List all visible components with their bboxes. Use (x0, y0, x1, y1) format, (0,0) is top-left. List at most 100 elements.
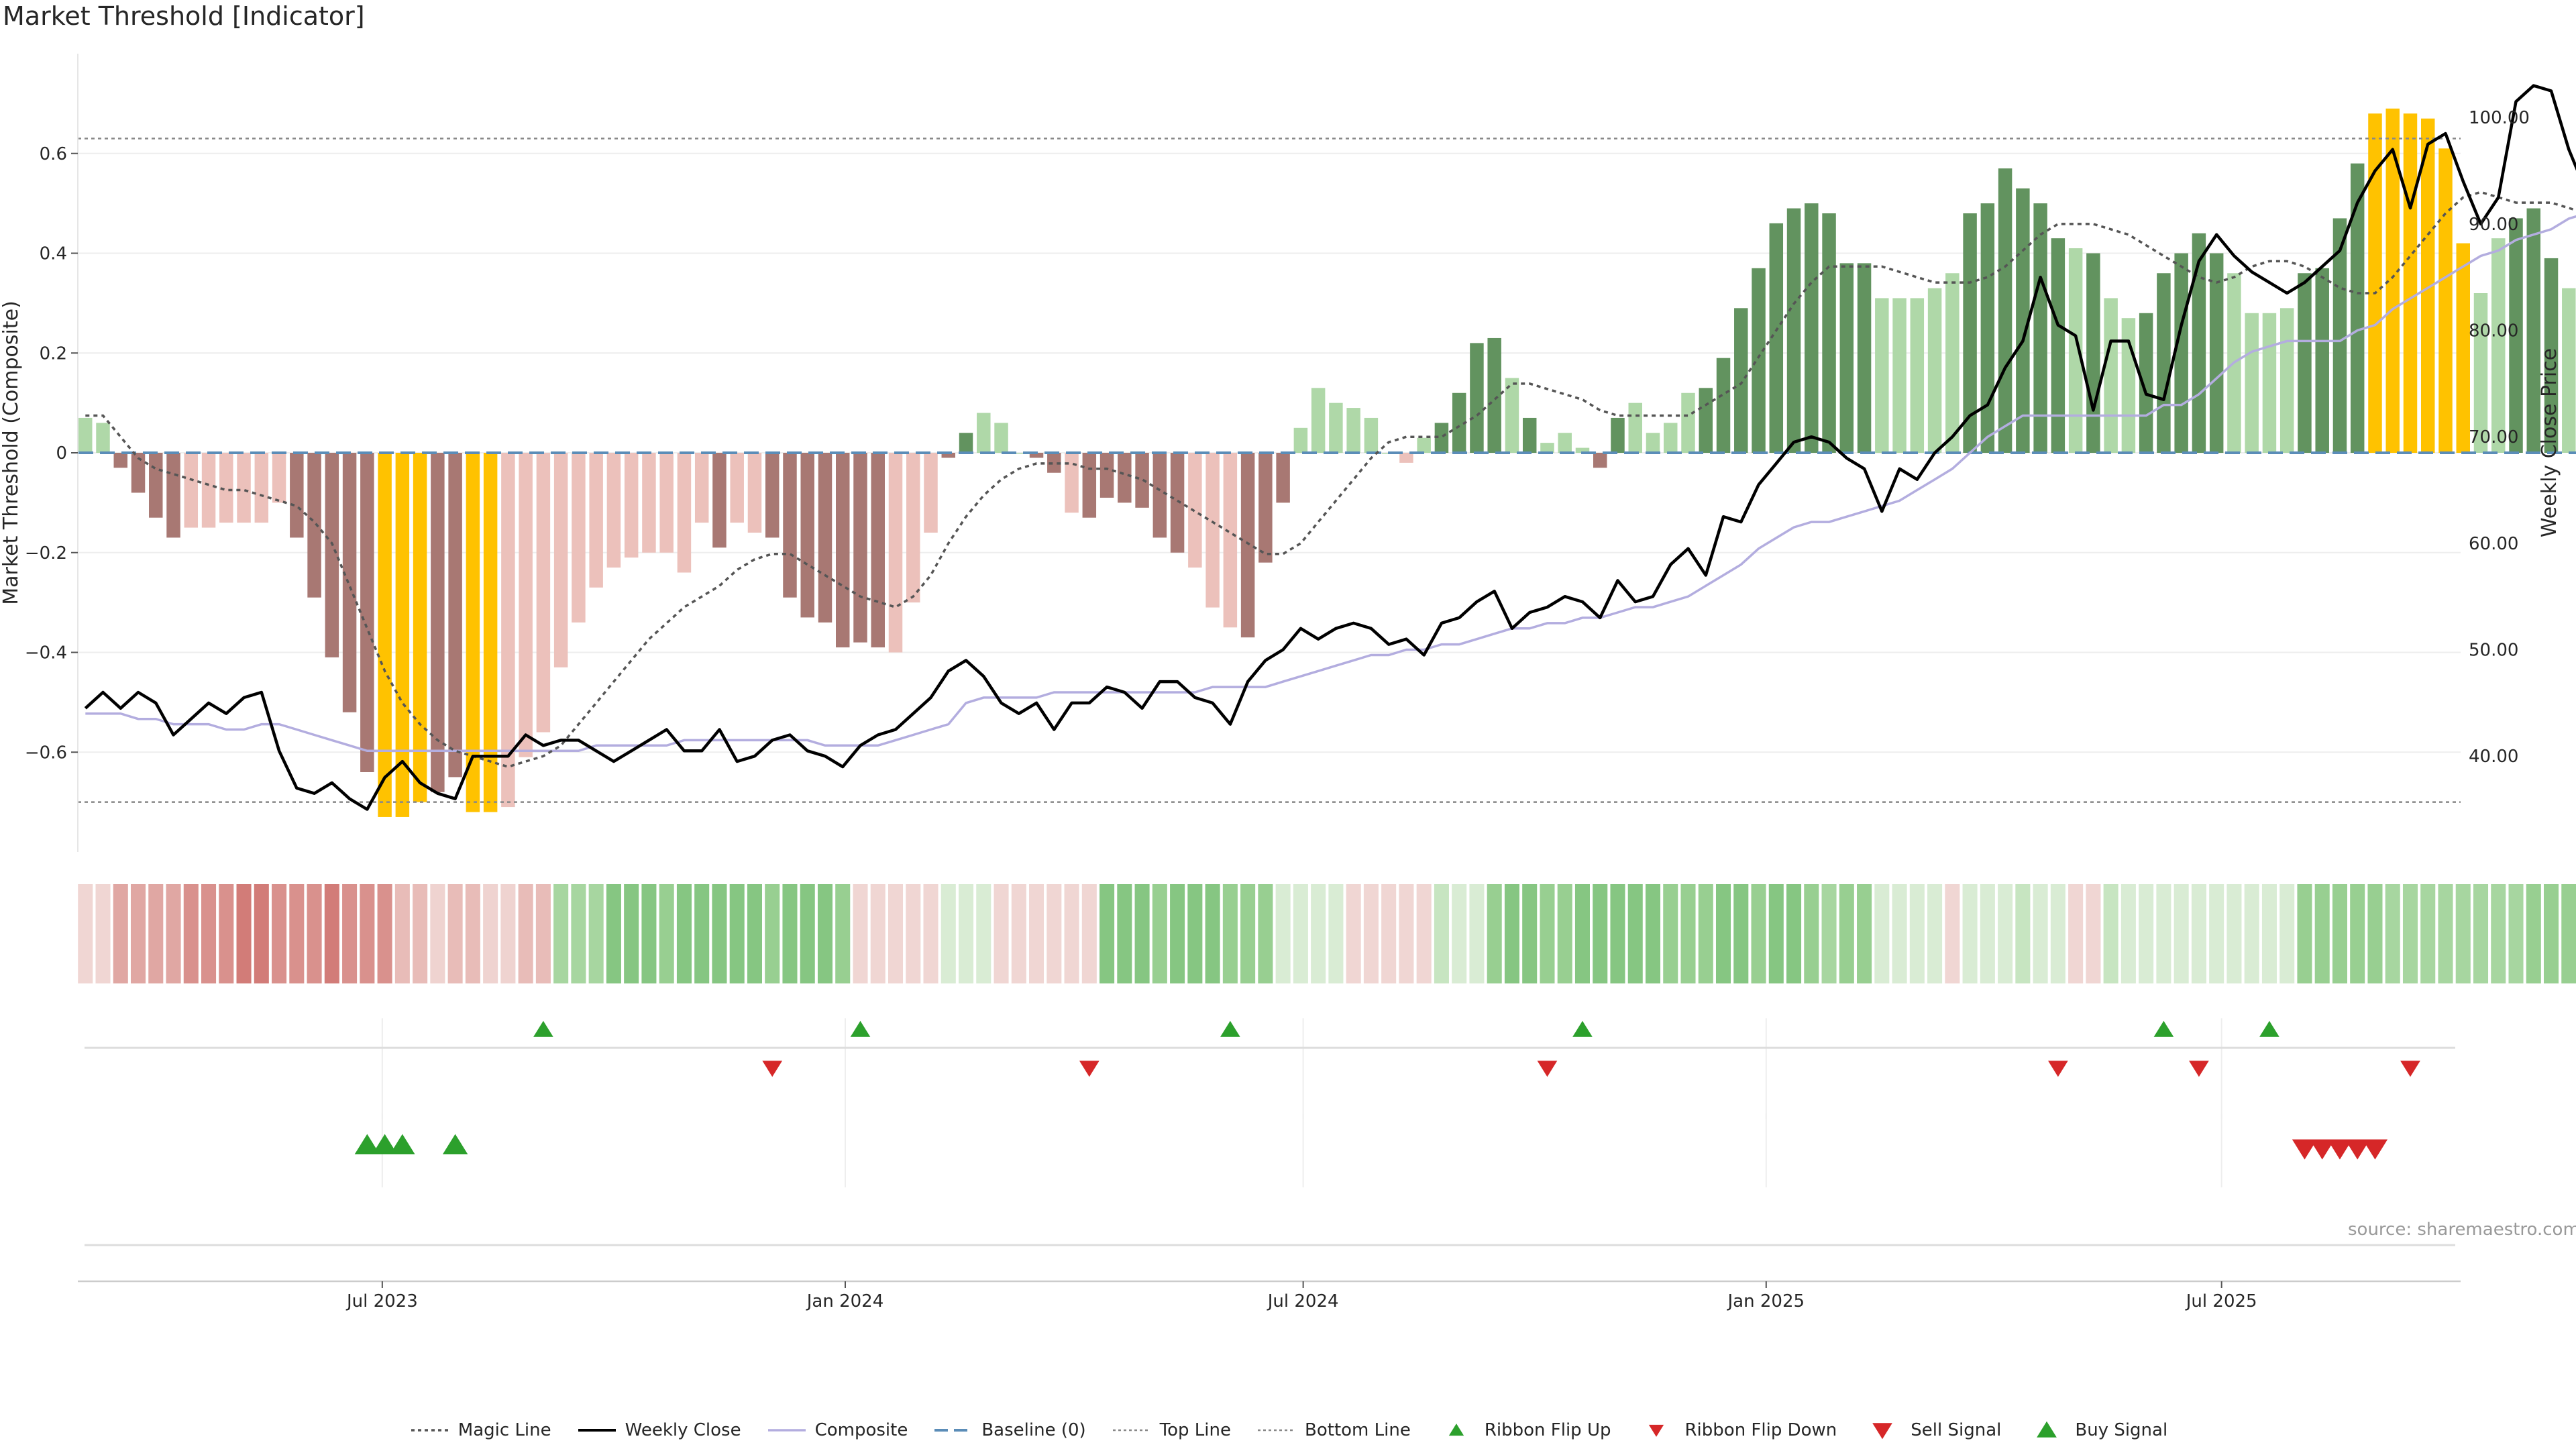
ribbon-cell (659, 884, 674, 983)
ribbon-cell (1487, 884, 1502, 983)
ribbon-cell (959, 884, 974, 983)
ribbon-cell (853, 884, 868, 983)
composite-bar (395, 453, 410, 817)
y-right-tick-label: 40.00 (2469, 747, 2518, 767)
composite-line (85, 215, 2576, 753)
ribbon-cell (1645, 884, 1661, 983)
composite-bar (783, 453, 797, 598)
composite-bar (149, 453, 163, 518)
composite-bar (1118, 453, 1132, 503)
signal-panel (85, 1114, 2455, 1246)
composite-bar (1628, 402, 1642, 453)
legend-symbol (1258, 1429, 1295, 1432)
ribbon-cell (2174, 884, 2189, 983)
ribbon-cell (1574, 884, 1591, 983)
ribbon-cell (1363, 884, 1379, 983)
ribbon-cell (694, 884, 710, 983)
composite-bar (2298, 273, 2312, 453)
legend-marker (1649, 1424, 1664, 1437)
ribbon-cell (1346, 884, 1361, 983)
composite-bar (1875, 298, 1889, 453)
ribbon-cell (219, 884, 234, 983)
ribbon-cell (2191, 884, 2206, 983)
composite-bar (977, 413, 991, 453)
composite-bar (1029, 453, 1044, 458)
ribbon-cell (588, 884, 604, 983)
composite-bar (1329, 402, 1343, 453)
composite-bar (1205, 453, 1220, 608)
ribbon-cell (765, 884, 780, 983)
buy-signal-marker (443, 1134, 468, 1155)
legend-label: Baseline (0) (981, 1420, 1086, 1440)
composite-bar (2279, 308, 2294, 453)
ribbon-flip-down-marker (1537, 1061, 1558, 1077)
ribbon-cell (729, 884, 745, 983)
legend-label: Weekly Close (625, 1420, 741, 1440)
ribbon-cell (782, 884, 798, 983)
ribbon-flip-up-marker (850, 1020, 871, 1037)
ribbon-cell (2015, 884, 2031, 983)
legend-symbol (1872, 1423, 1893, 1440)
y-left-tick-label: 0.6 (40, 144, 67, 164)
y-right-tick-label: 100.00 (2469, 108, 2530, 128)
ribbon-cell (1452, 884, 1467, 983)
ribbon-cell (676, 884, 692, 983)
ribbon-cell (1874, 884, 1890, 983)
legend-label: Ribbon Flip Up (1484, 1420, 1611, 1440)
composite-bar (606, 453, 621, 568)
composite-bar (1240, 453, 1255, 638)
ribbon-cell (236, 884, 252, 983)
ribbon-flip-down-marker (762, 1061, 783, 1077)
x-tick-label: Jul 2024 (1267, 1291, 1339, 1311)
ribbon-cell (2385, 884, 2400, 983)
composite-bar (941, 453, 956, 458)
legend-symbol (1649, 1424, 1664, 1437)
composite-bar (836, 453, 850, 648)
composite-bar (572, 453, 586, 623)
ribbon-cell (1522, 884, 1538, 983)
composite-bar (888, 453, 903, 653)
ribbon-cell (307, 884, 322, 983)
ribbon-cell (906, 884, 921, 983)
ribbon-cell (1680, 884, 1696, 983)
sell-signal-marker (2345, 1139, 2370, 1160)
ribbon-cell (95, 884, 111, 983)
ribbon-cell (1293, 884, 1308, 983)
composite-bar (1927, 288, 1942, 453)
ribbon-cell (1399, 884, 1414, 983)
composite-bar (2562, 288, 2576, 453)
sell-signal-marker (2292, 1139, 2318, 1160)
composite-bar (906, 453, 920, 603)
ribbon-cell (1416, 884, 1432, 983)
composite-bar (800, 453, 814, 618)
composite-bar (113, 453, 128, 468)
composite-bar (1786, 208, 1801, 453)
legend-item: Bottom Line (1255, 1420, 1411, 1440)
ribbon-cell (994, 884, 1009, 983)
ribbon-cell (342, 884, 358, 983)
y-right-axis-label: Weekly Close Price (2538, 348, 2561, 537)
ribbon-cell (2261, 884, 2277, 983)
composite-bar (589, 453, 603, 588)
ribbon-cell (1593, 884, 1608, 983)
composite-bar (1892, 298, 1907, 453)
ribbon-cell (2156, 884, 2171, 983)
y-left-tick-label: 0 (56, 443, 67, 464)
composite-bar (712, 453, 727, 548)
composite-bar (2104, 298, 2118, 453)
legend-symbol (1448, 1424, 1464, 1436)
ribbon-cell (2491, 884, 2506, 983)
y-right-tick-label: 80.00 (2469, 321, 2518, 341)
composite-bar (2315, 268, 2329, 453)
ribbon-strip (78, 884, 2576, 983)
ribbon-flip-up-marker (1572, 1020, 1593, 1037)
y-right-tick-label: 70.00 (2469, 427, 2518, 447)
ribbon-flip-down-marker (2400, 1061, 2420, 1077)
composite-bar (1857, 263, 1872, 453)
ribbon-cell (1821, 884, 1837, 983)
composite-bar (1945, 273, 1960, 453)
composite-bar (96, 423, 110, 453)
axes: 0.6 0.4 0.2 0 −0.2 −0.4 −0.6 100.00 90.00 80.00 70… (0, 54, 2561, 852)
ribbon-cell (1469, 884, 1485, 983)
y-left-tick-label: −0.4 (25, 643, 67, 663)
